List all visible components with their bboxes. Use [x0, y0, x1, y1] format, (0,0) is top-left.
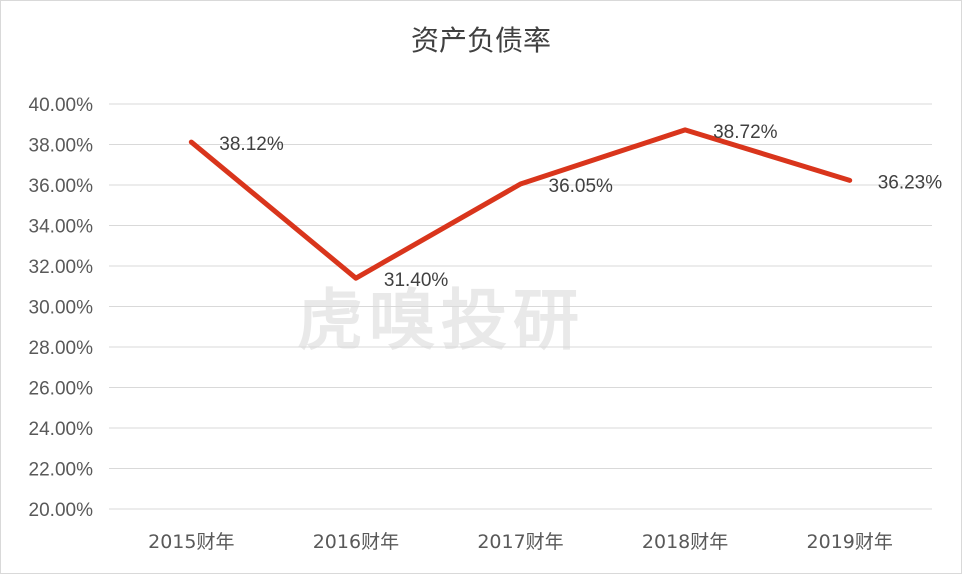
y-tick-label: 34.00%: [29, 217, 94, 238]
y-tick-label: 24.00%: [29, 419, 94, 440]
y-tick-label: 40.00%: [29, 95, 94, 116]
y-tick-label: 30.00%: [29, 298, 94, 319]
data-label: 36.23%: [878, 172, 943, 193]
y-tick-label: 36.00%: [29, 176, 94, 197]
data-label: 31.40%: [384, 270, 449, 291]
y-tick-label: 26.00%: [29, 379, 94, 400]
data-label: 36.05%: [549, 176, 614, 197]
series-line: [188, 127, 853, 281]
data-label: 38.12%: [219, 134, 284, 155]
watermark: 虎嗅投研: [297, 282, 585, 359]
y-tick-label: 20.00%: [29, 500, 94, 521]
x-tick-label: 2015财年: [148, 531, 234, 553]
chart-title: 资产负债率: [410, 24, 551, 57]
data-label: 38.72%: [713, 122, 778, 143]
x-tick-label: 2016财年: [313, 531, 399, 553]
y-tick-label: 32.00%: [29, 257, 94, 278]
x-tick-label: 2017财年: [477, 531, 563, 553]
y-tick-label: 22.00%: [29, 460, 94, 481]
x-tick-label: 2019财年: [807, 531, 893, 553]
y-tick-label: 28.00%: [29, 338, 94, 359]
x-tick-label: 2018财年: [642, 531, 728, 553]
y-tick-label: 38.00%: [29, 136, 94, 157]
